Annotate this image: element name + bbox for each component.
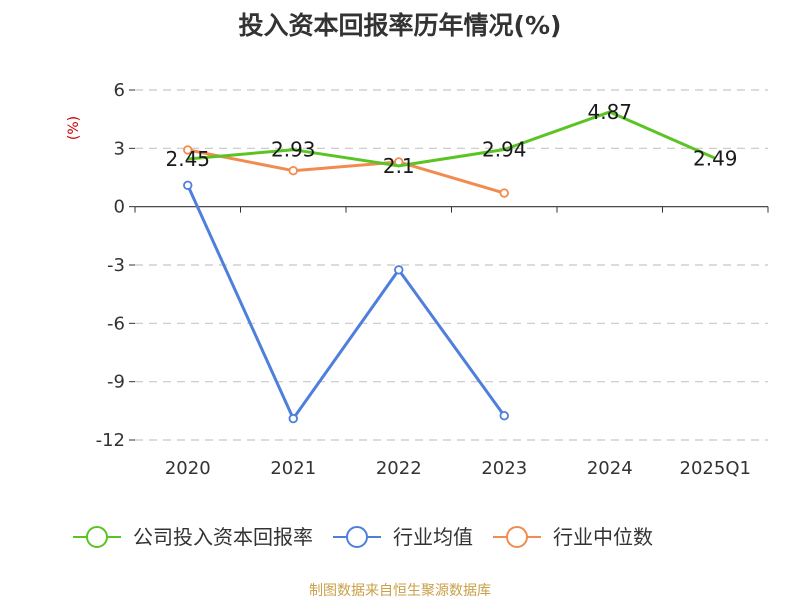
legend-swatch-marker [346, 526, 368, 548]
data-point [288, 165, 298, 176]
legend-label: 公司投入资本回报率 [133, 525, 313, 549]
chart-title: 投入资本回报率历年情况(%) [239, 11, 562, 40]
y-tick-label: -6 [107, 313, 125, 334]
data-label: 2.93 [271, 138, 316, 162]
legend: 公司投入资本回报率 行业均值 行业中位数 [73, 525, 653, 549]
y-tick-label: -3 [107, 255, 125, 276]
series-lines [183, 110, 716, 424]
data-point [499, 410, 509, 421]
y-tick-label: 3 [114, 138, 125, 159]
data-label: 2.94 [482, 138, 527, 162]
data-point [394, 265, 404, 275]
x-tick-label: 2024 [587, 458, 633, 479]
data-label: 2.45 [165, 147, 210, 171]
data-point [499, 188, 509, 198]
legend-swatch-marker [86, 526, 108, 548]
legend-label: 行业均值 [393, 525, 473, 549]
data-point [183, 145, 193, 155]
data-label: 4.87 [587, 100, 632, 124]
x-tick-label: 2023 [481, 458, 527, 479]
data-label: 2.49 [693, 146, 738, 170]
y-tick-label: -9 [107, 372, 125, 393]
x-tick-label: 2025Q1 [680, 458, 751, 479]
x-tick-label: 2020 [165, 458, 211, 479]
legend-swatch-marker [506, 526, 528, 548]
y-tick-label: 6 [114, 80, 125, 101]
x-axis-ticks: 2020 2021 2022 2023 2024 2025Q1 [165, 458, 751, 479]
source-note: 制图数据来自恒生聚源数据库 [309, 583, 491, 599]
gridlines [135, 89, 768, 441]
legend-label: 行业中位数 [553, 525, 653, 549]
series-line [187, 110, 716, 168]
y-axis-ticks: 6 3 0 -3 -6 -9 -12 [96, 80, 135, 451]
data-point [288, 413, 298, 424]
y-tick-label: 0 [114, 197, 125, 218]
series-line [187, 148, 505, 195]
data-labels: 2.45 2.93 2.1 2.94 4.87 2.49 [165, 100, 737, 178]
x-tick-label: 2021 [270, 458, 316, 479]
y-axis-unit-label: (%) [66, 116, 82, 140]
x-axis [134, 206, 769, 213]
data-label: 2.1 [383, 154, 415, 178]
data-point [183, 180, 193, 190]
x-tick-label: 2022 [376, 458, 422, 479]
y-tick-label: -12 [96, 430, 125, 451]
series-line [186, 184, 506, 421]
